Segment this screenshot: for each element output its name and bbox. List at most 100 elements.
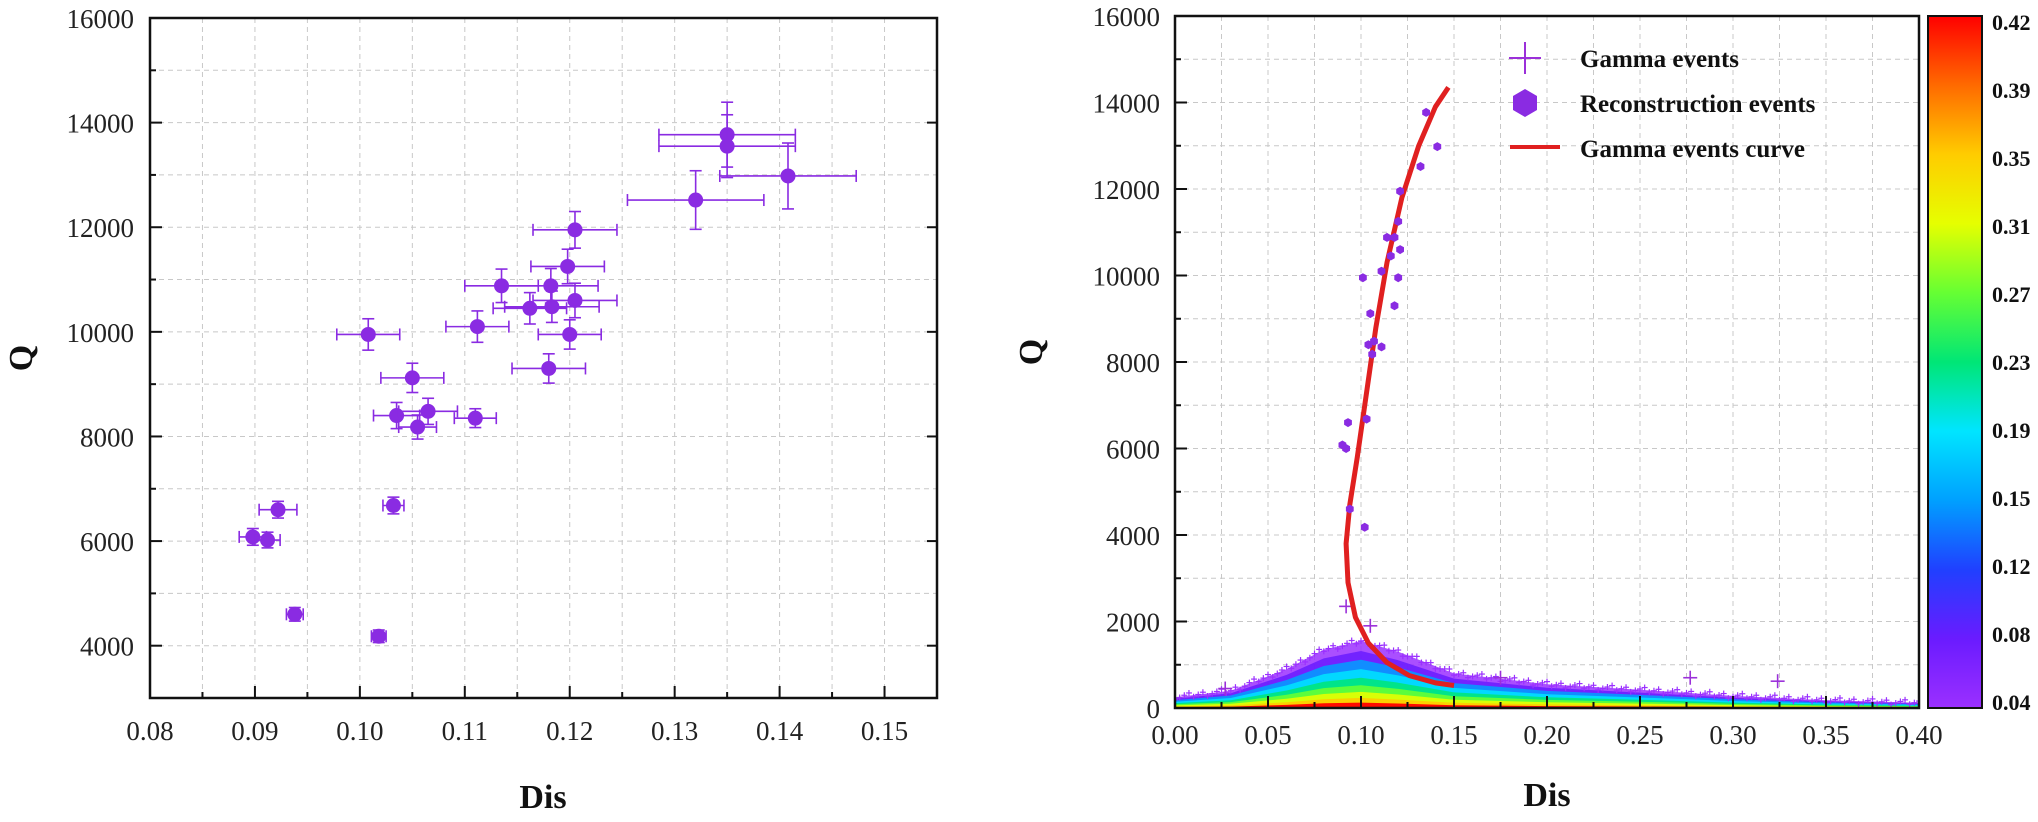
legend-hexagon-icon: [1513, 89, 1537, 117]
legend-label-reconstruction-events: Reconstruction events: [1580, 91, 1816, 118]
right-scatter-chart: 0.00 0.05 0.10 0.15 0.20 0.25 0.30 0.35 0.40 0 200…: [1013, 2, 2031, 814]
left-data-point: [511, 353, 587, 384]
left-data-point: [445, 310, 510, 344]
left-x-tick-label: 0.08: [126, 716, 173, 746]
right-ticks: 0.00 0.05 0.10 0.15 0.20 0.25 0.30 0.35 0.40 0 200…: [1093, 2, 1943, 750]
reconstruction-point: [1394, 216, 1403, 226]
left-data-points: [238, 101, 858, 644]
left-y-tick-label: 12000: [67, 213, 135, 243]
colorbar-label: 0.23: [1992, 350, 2031, 375]
right-x-tick-label: 0.40: [1895, 720, 1942, 750]
right-x-tick-label: 0.15: [1430, 720, 1477, 750]
left-scatter-chart: 0.08 0.09 0.10 0.11 0.12 0.13 0.14 0.15 4000 6000…: [3, 4, 939, 816]
reconstruction-point: [1386, 251, 1395, 261]
data-marker: [560, 258, 576, 274]
right-x-tick-label: 0.35: [1802, 720, 1849, 750]
reconstruction-point: [1396, 186, 1404, 196]
data-marker: [562, 326, 578, 342]
left-x-tick-label: 0.13: [651, 716, 698, 746]
data-marker: [389, 408, 405, 424]
reconstruction-point: [1390, 232, 1399, 242]
data-marker: [567, 292, 583, 308]
left-data-point: [397, 397, 459, 426]
legend-label-gamma-events: Gamma events: [1580, 46, 1739, 73]
reconstruction-point: [1359, 273, 1367, 283]
data-marker: [420, 403, 436, 419]
data-marker: [371, 628, 387, 644]
data-marker: [544, 299, 560, 315]
left-data-point: [537, 319, 603, 350]
left-data-point: [718, 142, 858, 210]
reconstruction-point: [1422, 107, 1430, 117]
left-ticks: 0.08 0.09 0.10 0.11 0.12 0.13 0.14 0.15 4000 6000…: [67, 4, 937, 746]
colorbar-labels: 0.42 0.39 0.35 0.31 0.27 0.23 0.19 0.15 0.12 0.08…: [1992, 10, 2031, 715]
reconstruction-point: [1344, 418, 1352, 428]
reconstruction-points: [1338, 107, 1442, 532]
left-y-tick-label: 4000: [80, 632, 134, 662]
colorbar-label: 0.35: [1992, 146, 2031, 171]
left-x-tick-label: 0.15: [861, 716, 908, 746]
left-data-point: [626, 169, 765, 231]
colorbar-label: 0.39: [1992, 78, 2031, 103]
colorbar-label: 0.27: [1992, 282, 2031, 307]
reconstruction-point: [1342, 444, 1350, 453]
left-data-point: [532, 210, 618, 249]
reconstruction-point: [1360, 522, 1369, 532]
data-marker: [467, 410, 483, 426]
left-grid: [149, 17, 937, 698]
left-y-tick-label: 16000: [67, 4, 135, 34]
right-x-tick-label: 0.05: [1244, 720, 1291, 750]
reconstruction-point: [1366, 309, 1375, 319]
right-y-tick-label: 12000: [1093, 175, 1161, 205]
left-data-point: [530, 248, 606, 285]
data-marker: [719, 138, 735, 154]
left-y-tick-label: 8000: [80, 422, 134, 452]
right-y-tick-label: 14000: [1093, 89, 1161, 119]
data-marker: [245, 529, 261, 545]
left-data-point: [254, 531, 281, 549]
colorbar: 0.42 0.39 0.35 0.31 0.27 0.23 0.19 0.15 0.12 0.08…: [1927, 10, 2031, 715]
data-marker: [270, 502, 286, 518]
right-x-tick-label: 0.20: [1523, 720, 1570, 750]
reconstruction-point: [1394, 273, 1403, 283]
colorbar-label: 0.12: [1992, 554, 2031, 579]
legend: Gamma events Reconstruction events Gamma…: [1509, 42, 1816, 163]
left-data-point: [285, 606, 305, 622]
reconstruction-point: [1370, 336, 1378, 346]
reconstruction-point: [1368, 349, 1377, 359]
left-data-point: [532, 282, 618, 319]
reconstruction-point: [1377, 266, 1386, 276]
reconstruction-point: [1383, 232, 1391, 242]
reconstruction-point: [1433, 142, 1442, 152]
colorbar-label: 0.42: [1992, 10, 2031, 35]
right-y-tick-label: 6000: [1106, 435, 1160, 465]
data-marker: [541, 360, 557, 376]
data-marker: [543, 278, 559, 294]
gamma-events-curve: [1343, 86, 1455, 688]
data-marker: [385, 498, 401, 514]
data-marker: [404, 370, 420, 386]
colorbar-label: 0.19: [1992, 418, 2031, 443]
data-marker: [360, 326, 376, 342]
reconstruction-point: [1396, 245, 1404, 255]
legend-item-gamma-events: Gamma events: [1509, 42, 1739, 74]
left-data-point: [453, 407, 498, 429]
left-data-point: [258, 500, 298, 519]
data-marker: [522, 300, 538, 316]
left-y-tick-label: 10000: [67, 318, 135, 348]
left-data-point: [335, 317, 401, 351]
legend-item-reconstruction-events: Reconstruction events: [1513, 89, 1816, 118]
left-data-point: [370, 628, 387, 644]
legend-item-gamma-events-curve: Gamma events curve: [1510, 136, 1805, 163]
reconstruction-point: [1416, 162, 1425, 171]
left-plot-frame: [148, 16, 939, 700]
colorbar-label: 0.08: [1992, 622, 2031, 647]
left-x-tick-label: 0.11: [442, 716, 488, 746]
left-data-point: [502, 267, 599, 304]
right-x-axis-title: Dis: [1523, 777, 1570, 814]
reconstruction-point: [1377, 342, 1386, 352]
right-y-tick-label: 0: [1147, 694, 1161, 724]
data-marker: [780, 168, 796, 184]
left-data-point: [397, 414, 438, 440]
colorbar-label: 0.15: [1992, 486, 2031, 511]
